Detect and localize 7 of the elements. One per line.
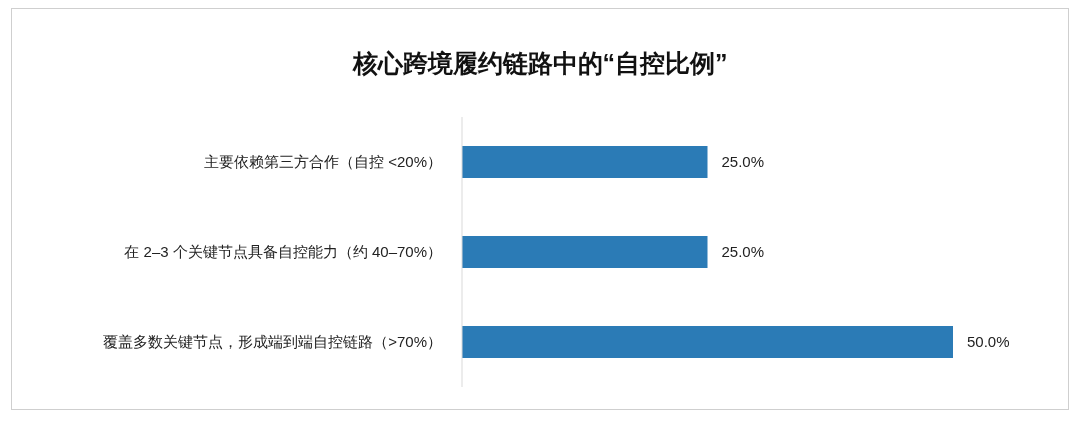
chart-title: 核心跨境履约链路中的“自控比例” (351, 48, 729, 79)
data-label: 25.0% (721, 153, 765, 171)
data-label: 25.0% (721, 243, 765, 261)
y-tick-label: 主要依赖第三方合作（自控 <20%） (204, 153, 442, 171)
y-tick-label: 覆盖多数关键节点，形成端到端自控链路（>70%） (103, 333, 442, 351)
y-tick-label: 在 2–3 个关键节点具备自控能力（约 40–70%） (124, 243, 442, 261)
data-label: 50.0% (967, 333, 1010, 351)
